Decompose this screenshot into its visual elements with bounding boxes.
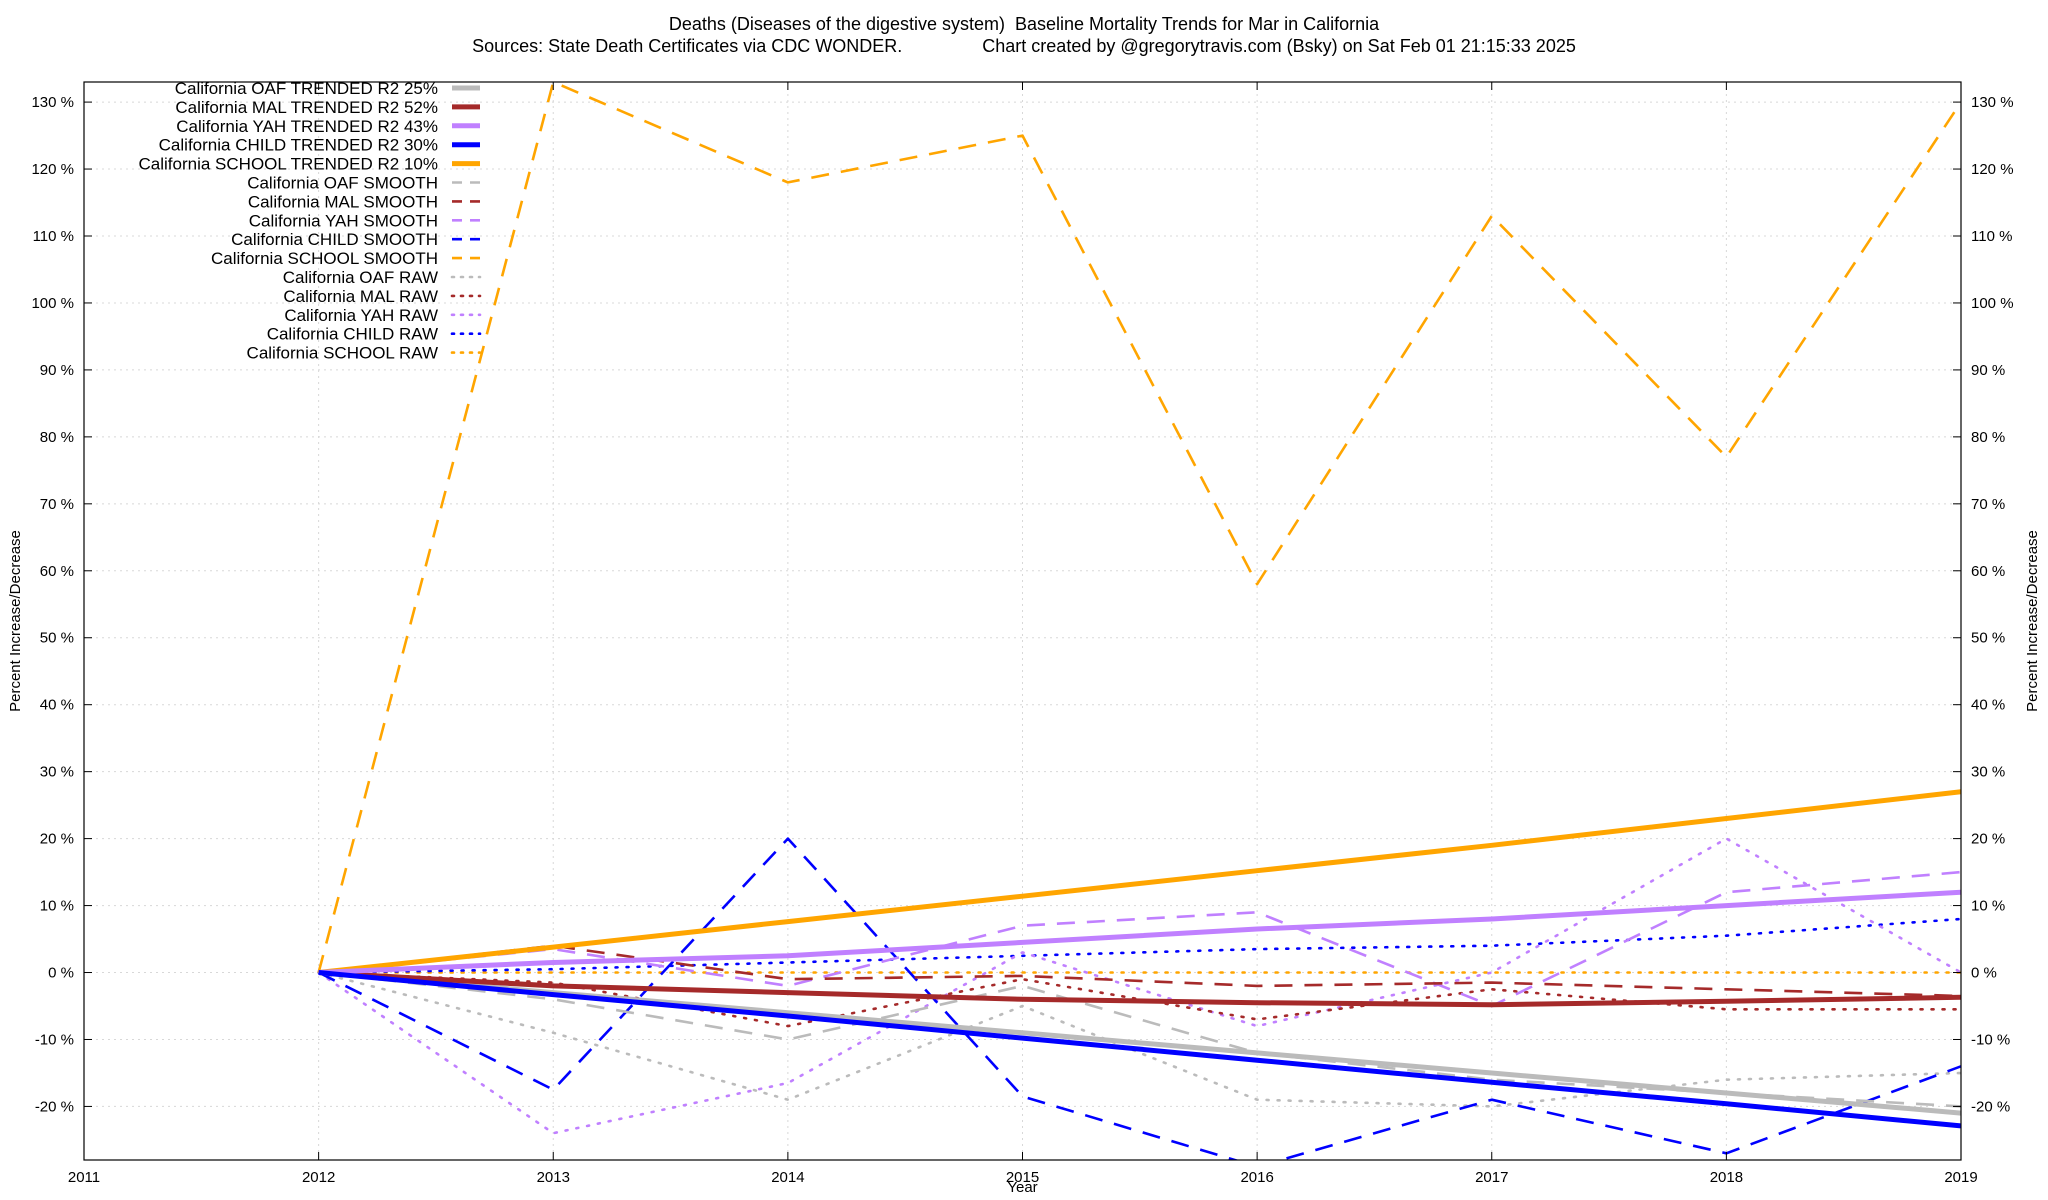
y2-tick-label: 120 % (1971, 161, 2014, 178)
series-line-3 (318, 889, 1961, 975)
y2-tick-label: 60 % (1971, 563, 2005, 580)
y2-axis-title: Percent Increase/Decrease (2024, 530, 2041, 712)
y-tick-label: 60 % (40, 563, 74, 580)
y-tick-label: 130 % (31, 94, 74, 111)
y-tick-label: 50 % (40, 630, 74, 647)
series-line-10 (317, 82, 1961, 973)
legend-label: California MAL RAW (283, 287, 438, 306)
y-tick-label: 0 % (48, 965, 74, 982)
y2-tick-label: 70 % (1971, 496, 2005, 513)
series-line-13 (317, 837, 1961, 1135)
legend-label: California OAF RAW (283, 268, 438, 287)
y-tick-label: 120 % (31, 161, 74, 178)
x-tick-label: 2019 (1944, 1169, 1977, 1186)
y-tick-label: 100 % (31, 295, 74, 312)
y2-tick-label: 0 % (1971, 965, 1997, 982)
y2-tick-label: 40 % (1971, 697, 2005, 714)
legend-label: California SCHOOL TRENDED R2 10% (139, 155, 438, 174)
legend-label: California MAL TRENDED R2 52% (175, 98, 438, 117)
series-line-5 (318, 789, 1961, 975)
y2-tick-label: 80 % (1971, 429, 2005, 446)
legend-label: California CHILD RAW (267, 325, 438, 344)
y2-tick-label: -10 % (1971, 1031, 2010, 1048)
legend-label: California CHILD SMOOTH (231, 230, 438, 249)
y-tick-label: 110 % (33, 228, 74, 245)
y-tick-label: 70 % (40, 496, 74, 513)
legend-label: California OAF SMOOTH (247, 174, 438, 193)
y-tick-label: 90 % (40, 362, 74, 379)
legend-label: California YAH SMOOTH (249, 211, 438, 230)
legend-label: California YAH RAW (284, 306, 438, 325)
y-tick-label: 30 % (40, 764, 74, 781)
chart-subtitle: Sources: State Death Certificates via CD… (472, 36, 1576, 56)
y-tick-label: -10 % (35, 1031, 74, 1048)
series-line-12 (317, 971, 1961, 1028)
y-tick-label: 80 % (40, 429, 74, 446)
x-tick-label: 2013 (537, 1169, 570, 1186)
x-tick-label: 2016 (1240, 1169, 1273, 1186)
legend-label: California OAF TRENDED R2 25% (175, 79, 438, 98)
series-line-4 (318, 970, 1961, 1129)
y2-tick-label: 100 % (1971, 295, 2014, 312)
x-tick-label: 2014 (771, 1169, 804, 1186)
x-tick-label: 2017 (1475, 1169, 1508, 1186)
legend-label: California SCHOOL SMOOTH (211, 249, 438, 268)
series-line-8 (318, 870, 1961, 1008)
series-line-2 (318, 970, 1961, 1008)
series-line-7 (318, 944, 1961, 998)
y2-tick-label: 90 % (1971, 362, 2005, 379)
series-line-14 (317, 917, 1961, 974)
axis-ticks: -20 % -20 % -10 % -10 % 0 % 0 % 10 % 10 % 20 % 20… (31, 82, 2014, 1186)
y2-tick-label: 30 % (1971, 764, 2005, 781)
y2-tick-label: -20 % (1971, 1098, 2010, 1115)
x-axis-title: Year (1007, 1179, 1037, 1196)
legend-label: California CHILD TRENDED R2 30% (159, 136, 438, 155)
y-tick-label: -20 % (35, 1098, 74, 1115)
y2-tick-label: 130 % (1971, 94, 2014, 111)
y-tick-label: 20 % (40, 831, 74, 848)
x-tick-label: 2015 (1006, 1169, 1039, 1186)
legend-label: California MAL SMOOTH (248, 192, 438, 211)
plot-series (317, 82, 1961, 1160)
legend-label: California SCHOOL RAW (247, 344, 438, 363)
x-tick-label: 2018 (1710, 1169, 1743, 1186)
grid (83, 82, 1962, 1160)
y-tick-label: 10 % (40, 898, 74, 915)
legend: California OAF TRENDED R2 25%California … (139, 79, 482, 363)
y2-tick-label: 110 % (1971, 228, 2012, 245)
y2-tick-label: 50 % (1971, 630, 2005, 647)
legend-label: California YAH TRENDED R2 43% (176, 117, 438, 136)
y2-tick-label: 20 % (1971, 831, 2005, 848)
x-tick-label: 2012 (302, 1169, 335, 1186)
y-tick-label: 40 % (40, 697, 74, 714)
x-tick-label: 2011 (68, 1169, 100, 1186)
chart-title: Deaths (Diseases of the digestive system… (668, 14, 1380, 34)
y2-tick-label: 10 % (1971, 898, 2005, 915)
y-axis-title: Percent Increase/Decrease (7, 530, 24, 712)
